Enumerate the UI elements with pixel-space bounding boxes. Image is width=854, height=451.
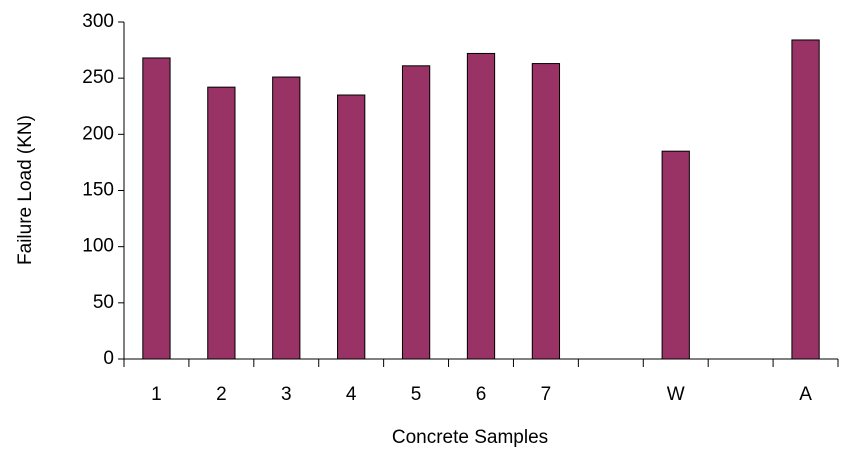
bar [791, 39, 820, 360]
y-tick-label: 0 [103, 348, 114, 369]
y-axis-title: Failure Load (KN) [15, 115, 36, 265]
x-tick-label: 6 [476, 384, 487, 405]
y-tick-label: 150 [82, 180, 114, 201]
bar [142, 57, 171, 360]
y-tick-label: 50 [93, 292, 114, 313]
y-tick-label: 100 [82, 236, 114, 257]
bar [272, 76, 301, 360]
x-tick-label: 3 [281, 384, 292, 405]
bar [337, 94, 366, 360]
x-tick-label: 1 [151, 384, 162, 405]
x-tick-label: W [667, 384, 685, 405]
x-tick-label: 5 [411, 384, 422, 405]
x-tick-label: 4 [346, 384, 357, 405]
x-tick-label: 7 [541, 384, 552, 405]
bar [466, 52, 496, 360]
bar [207, 86, 236, 360]
y-tick-label: 300 [82, 11, 114, 32]
bar [661, 150, 690, 360]
x-tick-label: A [799, 384, 812, 405]
x-axis-title: Concrete Samples [392, 427, 548, 448]
y-tick-label: 200 [82, 123, 114, 144]
x-tick-label: 2 [216, 384, 227, 405]
bar [531, 63, 561, 360]
bar [401, 65, 431, 360]
y-tick-label: 250 [82, 67, 114, 88]
